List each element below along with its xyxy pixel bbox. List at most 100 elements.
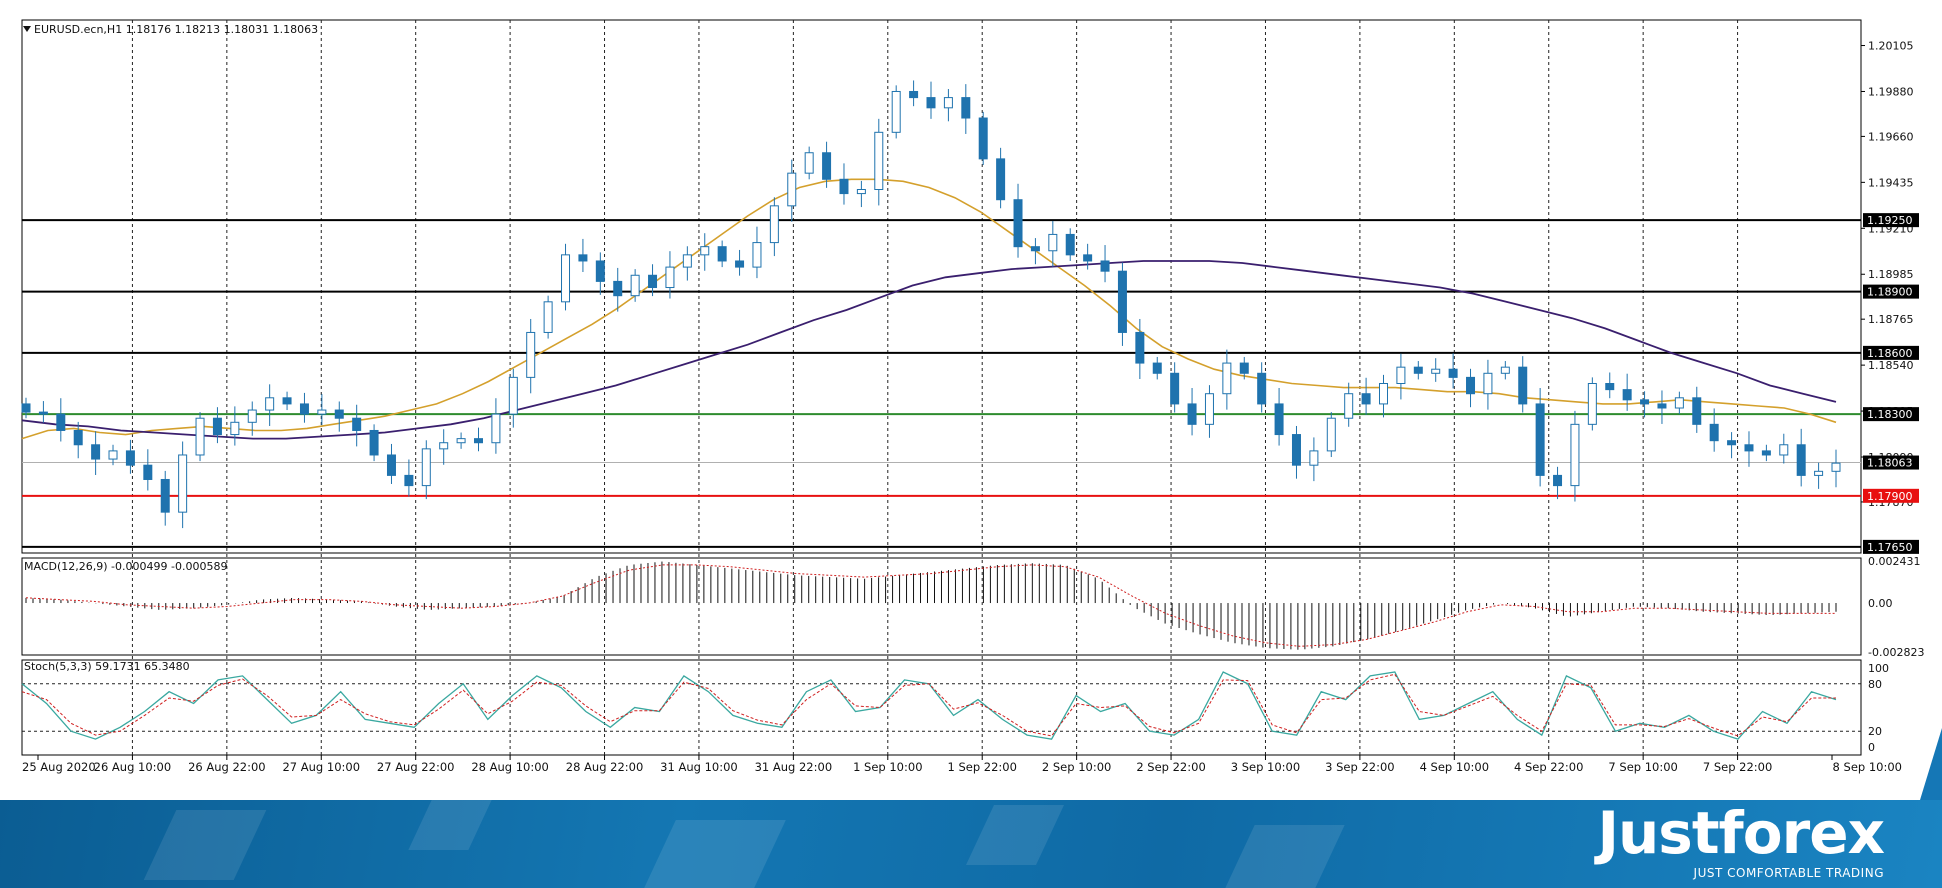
price-tick-label: 1.19435 [1868,176,1914,189]
candle-body [334,409,344,419]
moving-averages [21,178,1837,440]
brand-logo: Justforex [1597,799,1885,867]
time-label: 2 Sep 10:00 [1042,760,1111,774]
candle-body [195,417,205,456]
current-price-tag [1863,455,1919,470]
candle-body [1048,233,1058,252]
level-tag [1863,488,1919,503]
stoch-tick-label: 0 [1868,741,1875,754]
footer-decoration [143,810,267,880]
candle-body [909,90,919,99]
level-tag-label: 1.17650 [1867,541,1913,554]
candle-body [1518,366,1528,405]
price-tick-label: 1.19660 [1868,130,1914,143]
candle-body [404,474,414,487]
candle-body [856,188,866,195]
candle-body [1431,368,1441,374]
candle-body [648,274,658,289]
candle-body [839,178,849,195]
time-label: 1 Sep 10:00 [853,760,922,774]
candle-body [1727,440,1737,446]
price-axis: 1.201051.198801.196601.194351.192101.189… [1861,40,1914,509]
current-price-label: 1.18063 [1867,457,1913,470]
candle-body [717,246,727,262]
macd-tick-label: -0.002823 [1868,646,1924,659]
stochastic-lines: 100 80 20 0 [21,662,1889,754]
price-tags: 1.19250 1.18900 1.18600 1.18300 1.17900 1.176… [1863,213,1919,554]
macd-label: MACD(12,26,9) -0.000499 -0.000589 [24,560,227,573]
candle-body [299,403,309,415]
time-label: 25 Aug 2020 [22,760,96,774]
time-gridlines [131,20,1739,755]
time-label: 4 Sep 10:00 [1420,760,1489,774]
candle-body [508,376,518,415]
stoch-main-line [21,671,1837,740]
level-tag-label: 1.18300 [1867,408,1913,421]
candle-body [1483,372,1493,395]
candle-body [369,429,379,456]
candle-body [73,429,83,446]
candle-body [1344,393,1354,419]
candle-body [1605,383,1615,391]
footer-decoration [408,800,492,850]
candle-body [1030,246,1040,252]
footer-decoration [966,805,1064,865]
candle-body [961,97,971,119]
footer-decoration [1225,825,1345,888]
time-label: 28 Aug 10:00 [471,760,549,774]
brand-footer [0,800,1942,888]
candle-body [1657,403,1667,409]
candle-body [1239,362,1249,374]
candle-body [143,464,153,480]
stoch-tick-label: 100 [1868,662,1889,675]
candle-body [1083,254,1093,262]
macd-tick-label: 0.002431 [1868,555,1921,568]
candle-body [1257,372,1267,405]
candle-body [1466,376,1476,395]
candle-body [561,254,571,303]
candle-body [1065,233,1075,256]
candle-body [1692,397,1702,425]
candle-body [1796,444,1806,476]
chart-canvas: 0.002431 0.00 -0.002823 100 80 20 0 1.20105 1.… [21,19,1924,774]
candle-body [282,397,292,405]
candle-body [1413,366,1423,374]
level-tag [1863,284,1919,299]
candle-body [1135,331,1145,364]
candle-body [787,172,797,207]
ma-fast-line [21,178,1837,440]
level-tag-label: 1.18900 [1867,286,1913,299]
candle-body [1309,450,1319,466]
candle-body [1204,393,1214,425]
level-tag [1863,407,1919,422]
candle-body [108,450,118,460]
candle-body [1117,270,1127,333]
time-label: 31 Aug 22:00 [755,760,833,774]
candle-body [1709,423,1719,442]
candle-body [1396,366,1406,385]
candle-body [996,158,1006,201]
candle-body [978,117,988,160]
time-label: 3 Sep 10:00 [1231,760,1300,774]
level-tag-label: 1.18600 [1867,347,1913,360]
candle-body [317,409,327,415]
dropdown-triangle-icon[interactable] [23,26,31,32]
stoch-pane [21,659,1862,756]
candle-body [613,280,623,297]
candle-body [1100,260,1110,272]
candle-body [822,152,832,180]
candle-body [38,411,48,415]
candle-body [474,438,483,444]
candle-body [735,260,745,268]
time-label: 31 Aug 10:00 [660,760,738,774]
candle-body [1535,403,1545,476]
candle-body [700,246,710,256]
symbol-info: EURUSD.ecn,H1 1.18176 1.18213 1.18031 1.… [34,23,318,36]
stoch-label: Stoch(5,3,3) 59.1731 65.3480 [24,660,190,673]
candle-body [1570,423,1580,487]
candle-body [91,444,101,460]
candle-body [386,454,396,476]
candle-body [1779,444,1789,456]
candle-body [769,205,779,244]
